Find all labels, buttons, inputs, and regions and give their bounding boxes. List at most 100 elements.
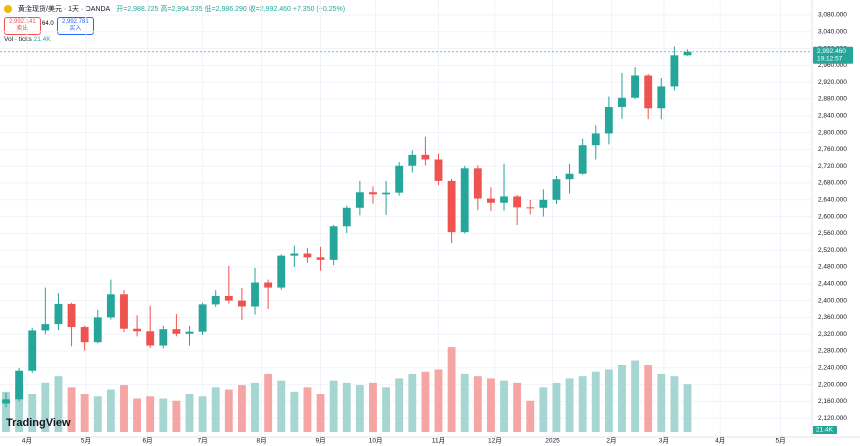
- volume-bar: [67, 387, 76, 432]
- x-tick-label: 9月: [315, 437, 325, 445]
- candle-body: [54, 303, 63, 325]
- candle-body: [631, 75, 640, 98]
- volume-bar: [172, 400, 181, 432]
- candle-body: [369, 192, 377, 195]
- candle-body: [290, 253, 299, 256]
- volume-bar: [369, 382, 377, 432]
- candle-body: [28, 330, 37, 371]
- volume-bar: [120, 385, 128, 432]
- candle-body: [513, 196, 522, 208]
- x-tick-label: 5月: [775, 437, 785, 445]
- volume-bar: [395, 378, 404, 432]
- volume-bar: [264, 373, 273, 432]
- candle-body: [447, 180, 456, 233]
- candle-body: [159, 329, 168, 346]
- volume-bar: [54, 376, 63, 432]
- spread: 64.0: [42, 21, 54, 27]
- volume-bar: [421, 371, 430, 432]
- volume-bar: [447, 347, 456, 432]
- x-tick-label: 10月: [369, 437, 383, 445]
- candle-body: [303, 253, 312, 258]
- candle-body: [106, 294, 115, 318]
- candle-body: [120, 294, 128, 329]
- candle-body: [277, 255, 286, 288]
- y-tick-label: 2,840.000: [818, 113, 847, 120]
- y-tick-label: 2,600.000: [818, 213, 847, 220]
- volume-bar: [591, 371, 600, 432]
- y-tick-label: 2,560.000: [818, 230, 847, 237]
- header: 黄金现货/美元 · 1天 · OANDA 开=2,988.225 高=2,994…: [4, 4, 345, 14]
- y-tick-label: 2,440.000: [818, 281, 847, 288]
- price-axis: [812, 0, 860, 446]
- candle-body: [67, 303, 76, 328]
- x-tick-label: 6月: [143, 437, 153, 445]
- volume-tag: [813, 426, 837, 434]
- candle-body: [657, 86, 666, 109]
- volume-bar: [237, 385, 246, 432]
- volume-bar: [565, 378, 574, 432]
- volume-bar: [28, 394, 37, 432]
- candle-body: [198, 304, 207, 332]
- volume-bar: [251, 382, 259, 432]
- volume-bar: [329, 380, 338, 432]
- volume-bar: [355, 385, 364, 432]
- sell-button[interactable]: 2,992.141 卖出: [4, 17, 41, 35]
- symbol[interactable]: 黄金现货/美元 · 1天 · OANDA: [18, 6, 111, 13]
- volume-bar: [290, 391, 299, 432]
- volume-bar: [316, 394, 325, 432]
- x-tick-label: 8月: [257, 437, 267, 445]
- candle-body: [329, 226, 338, 260]
- y-tick-label: 2,280.000: [818, 348, 847, 355]
- y-tick-label: 2,360.000: [818, 314, 847, 321]
- candle-body: [133, 328, 142, 332]
- x-tick-label: 3月: [659, 437, 669, 445]
- y-tick-label: 2,720.000: [818, 163, 847, 170]
- candle-body: [486, 198, 495, 203]
- volume-bar: [146, 396, 155, 432]
- countdown: 19:12:57: [817, 55, 843, 62]
- candle-body: [578, 145, 587, 174]
- candle-body: [2, 399, 10, 404]
- volume-bar: [539, 387, 548, 432]
- candle-body: [146, 331, 155, 346]
- candle-body: [565, 173, 574, 180]
- ohlc: 开=2,988.225 高=2,994.235 低=2,986.290 收=2,…: [116, 6, 346, 13]
- volume-bar: [644, 365, 653, 432]
- candle-body: [434, 159, 443, 181]
- volume-bar: [159, 398, 168, 432]
- y-tick-label: 3,080.000: [818, 12, 847, 19]
- last-price-tag: [813, 46, 853, 64]
- candle-body: [421, 154, 430, 160]
- candle-body: [224, 295, 233, 301]
- x-tick-label: 7月: [198, 437, 208, 445]
- candle-body: [683, 51, 692, 56]
- y-tick-label: 2,880.000: [818, 96, 847, 103]
- candle-body: [539, 199, 548, 208]
- volume-bar: [434, 369, 443, 432]
- volume-bar: [473, 376, 482, 432]
- buy-button[interactable]: 2,992.781 买入: [57, 17, 94, 35]
- candle-body: [80, 327, 89, 343]
- volume-bar: [552, 382, 561, 432]
- volume-bar: [500, 380, 508, 432]
- candle-body: [408, 154, 417, 166]
- volume-bar: [657, 373, 666, 432]
- y-tick-label: 2,240.000: [818, 365, 847, 372]
- volume-bar: [526, 400, 535, 432]
- y-tick-label: 2,920.000: [818, 79, 847, 86]
- candle-body: [355, 192, 364, 208]
- volume-tag-label: 21.4K: [816, 427, 834, 434]
- candle-body: [316, 257, 325, 260]
- volume-bar: [106, 389, 115, 432]
- brand: TradingView: [6, 417, 71, 429]
- candle-body: [500, 196, 508, 203]
- volume-bar: [93, 396, 102, 432]
- volume-bar: [303, 387, 312, 432]
- candle-body: [552, 179, 561, 200]
- volume-legend-text: Vol · ticks: [4, 36, 32, 43]
- x-tick-label: 4月: [715, 437, 725, 445]
- candle-body: [172, 329, 181, 334]
- volume-bar: [618, 365, 626, 432]
- candle-body: [264, 282, 273, 288]
